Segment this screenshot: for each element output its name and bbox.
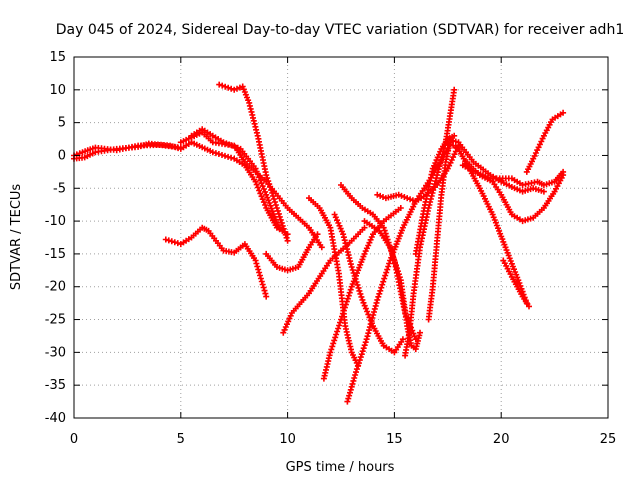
series-track-07: [162, 224, 270, 300]
y-tick-label: -20: [45, 280, 66, 295]
x-tick-label: 20: [493, 432, 510, 447]
series-track-05: [216, 81, 291, 244]
plus-markers: [263, 231, 321, 274]
y-axis-label: SDTVAR / TECUs: [9, 184, 24, 291]
series-track-06: [188, 139, 291, 238]
y-tick-label: -15: [45, 247, 66, 262]
y-tick-label: -35: [45, 378, 66, 393]
series-track-23: [464, 159, 567, 225]
x-tick-label: 5: [177, 432, 185, 447]
y-tick-label: -25: [45, 313, 66, 328]
data-points: [71, 81, 567, 405]
plus-markers: [444, 139, 530, 307]
grid: [74, 57, 608, 418]
plus-markers: [444, 136, 547, 195]
x-tick-label: 0: [70, 432, 78, 447]
plus-markers: [216, 81, 291, 244]
x-tick-label: 10: [279, 432, 296, 447]
series-track-24: [500, 257, 532, 310]
plus-markers: [523, 109, 567, 175]
plus-markers: [344, 145, 451, 405]
y-tick-label: 15: [49, 50, 66, 65]
y-tick-label: -5: [53, 181, 66, 196]
series-track-13: [344, 145, 451, 405]
series-track-08: [263, 231, 321, 274]
y-tick-label: -30: [45, 345, 66, 360]
plus-markers: [280, 224, 368, 336]
plus-markers: [188, 139, 291, 238]
axis-ticks: 0 5 10 15 20 25 -40 -35 -30 -25 -20 -15 -10 -5 0 5 10 15: [45, 50, 617, 447]
y-tick-label: -10: [45, 214, 66, 229]
series-track-20: [444, 139, 530, 307]
series-track-19: [425, 139, 453, 323]
plus-markers: [464, 159, 567, 225]
series-track-25: [523, 109, 567, 175]
x-tick-label: 25: [600, 432, 617, 447]
y-tick-label: 10: [49, 83, 66, 98]
y-tick-label: 0: [58, 148, 66, 163]
plus-markers: [331, 211, 406, 356]
x-axis-label: GPS time / hours: [286, 460, 395, 475]
series-track-21: [444, 136, 547, 195]
series-track-09: [280, 224, 368, 336]
plus-markers: [425, 139, 453, 323]
plus-markers: [500, 257, 532, 310]
chart-title: Day 045 of 2024, Sidereal Day-to-day VTE…: [56, 22, 624, 38]
plot-border: [73, 56, 609, 419]
x-tick-label: 15: [386, 432, 403, 447]
y-tick-label: 5: [58, 116, 66, 131]
series-track-14: [331, 211, 406, 356]
y-tick-label: -40: [45, 411, 66, 426]
plus-markers: [162, 224, 270, 300]
